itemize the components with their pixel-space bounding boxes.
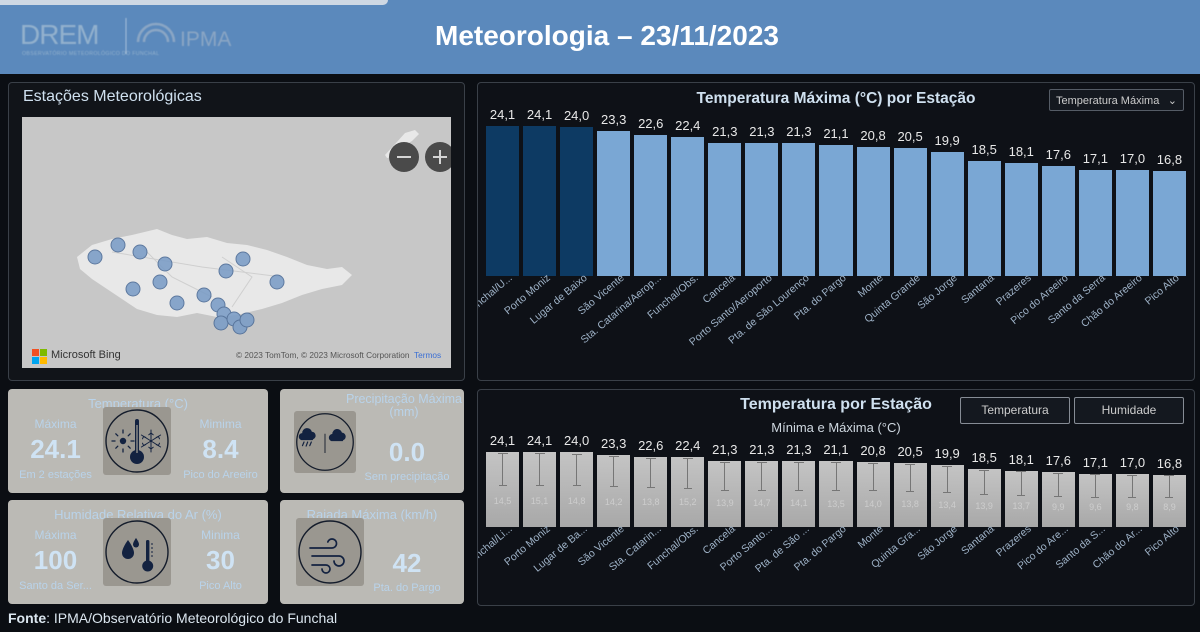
svg-text:© 2023 TomTom, © 2023 Microsof: © 2023 TomTom, © 2023 Microsoft Corporat… (236, 350, 410, 360)
svg-text:Termos: Termos (414, 350, 441, 360)
svg-text:DREM: DREM (20, 19, 98, 50)
svg-text:OBSERVATÓRIO METEOROLÓGICO DO: OBSERVATÓRIO METEOROLÓGICO DO FUNCHAL (22, 50, 159, 57)
svg-text:IPMA: IPMA (180, 28, 231, 51)
svg-text:Microsoft Bing: Microsoft Bing (51, 349, 121, 361)
